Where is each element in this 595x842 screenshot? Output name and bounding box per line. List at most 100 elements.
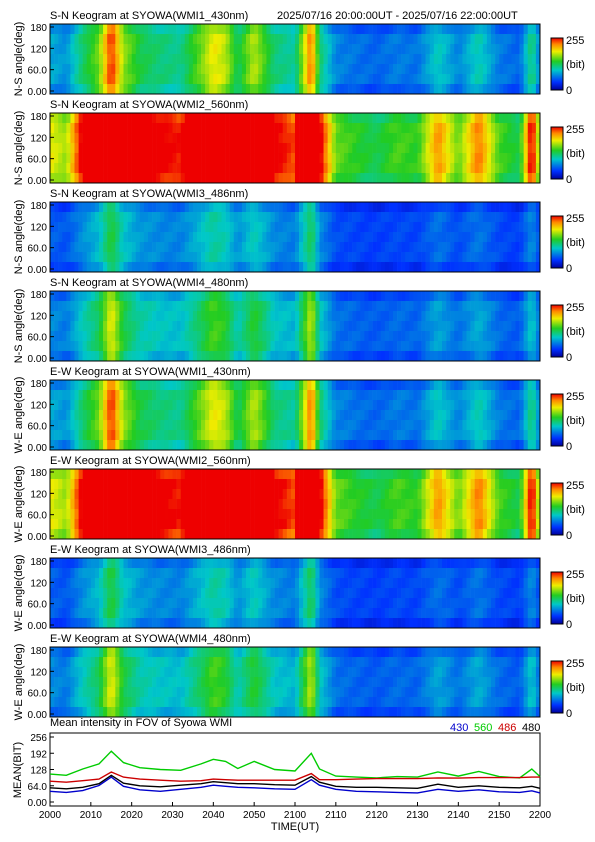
y-tick-label: 60.0 <box>28 333 48 344</box>
colorbar-max: 255 <box>566 480 584 492</box>
keogram-image <box>50 291 541 362</box>
mean-y-tick-label: 64.0 <box>28 782 48 793</box>
keogram-panel: S-N Keogram at SYOWA(WMI3_486nm) N-S angl… <box>13 188 585 276</box>
x-tick-label: 2110 <box>325 810 347 821</box>
series-line-480 <box>49 774 541 790</box>
y-tick-label: 0.00 <box>28 710 48 721</box>
panel-y-label: W-E angle(deg) <box>13 555 25 632</box>
x-tick-label: 2010 <box>80 810 103 821</box>
colorbar-unit: (bit) <box>566 59 585 71</box>
y-tick-label: 180 <box>30 201 47 212</box>
y-tick-label: 180 <box>30 646 47 657</box>
colorbar-unit: (bit) <box>566 682 585 694</box>
colorbar: 255 (bit) 0 <box>550 213 585 275</box>
panel-frame <box>49 646 541 718</box>
y-tick-label: 0.00 <box>28 354 48 365</box>
colorbar-unit: (bit) <box>566 593 585 605</box>
y-tick-label: 120 <box>30 133 47 144</box>
y-tick-label: 60.0 <box>28 600 48 611</box>
colorbar-max: 255 <box>566 213 584 225</box>
x-tick-label: 2100 <box>284 810 307 821</box>
panel-frame <box>49 379 541 451</box>
colorbar-max: 255 <box>566 35 584 47</box>
colorbar: 255 (bit) 0 <box>550 480 585 542</box>
mean-y-tick-label: 192 <box>30 749 47 760</box>
x-tick-label: 2050 <box>243 810 266 821</box>
colorbar: 255 (bit) 0 <box>550 658 585 720</box>
y-tick-label: 180 <box>30 23 47 34</box>
x-tick-label: 2130 <box>406 810 429 821</box>
colorbar-scale <box>550 126 564 180</box>
colorbar-max: 255 <box>566 569 584 581</box>
keogram-panel: S-N Keogram at SYOWA(WMI1_430nm) N-S angl… <box>13 10 585 98</box>
panel-frame <box>49 557 541 629</box>
y-tick-label: 60.0 <box>28 66 48 77</box>
colorbar: 255 (bit) 0 <box>550 124 585 186</box>
colorbar-min: 0 <box>566 530 572 542</box>
colorbar-unit: (bit) <box>566 148 585 160</box>
y-tick-label: 60.0 <box>28 155 48 166</box>
panel-y-label: W-E angle(deg) <box>13 377 25 454</box>
x-axis-label: TIME(UT) <box>271 821 319 833</box>
colorbar-min: 0 <box>566 619 572 631</box>
colorbar-scale <box>550 482 564 536</box>
legend-560: 560 <box>474 722 492 734</box>
colorbar-scale <box>550 393 564 447</box>
y-tick-label: 120 <box>30 578 47 589</box>
y-tick-label: 0.00 <box>28 176 48 187</box>
x-tick-label: 2000 <box>39 810 62 821</box>
legend: 430 560 486 480 <box>450 722 540 734</box>
keogram-image <box>50 380 541 451</box>
x-tick-label: 2150 <box>488 810 511 821</box>
keogram-panel: E-W Keogram at SYOWA(WMI4_480nm) W-E angl… <box>13 633 585 721</box>
panel-y-label: N-S angle(deg) <box>13 200 25 275</box>
y-tick-label: 60.0 <box>28 511 48 522</box>
colorbar-unit: (bit) <box>566 504 585 516</box>
mean-y-tick-label: 0.00 <box>28 798 48 809</box>
colorbar-scale <box>550 304 564 358</box>
keogram-image <box>50 202 541 273</box>
colorbar-unit: (bit) <box>566 415 585 427</box>
keogram-image <box>50 113 541 184</box>
panel-y-label: N-S angle(deg) <box>13 289 25 364</box>
x-tick-label: 2200 <box>529 810 552 821</box>
colorbar-min: 0 <box>566 352 572 364</box>
y-tick-label: 0.00 <box>28 443 48 454</box>
keogram-panel: S-N Keogram at SYOWA(WMI2_560nm) N-S angl… <box>13 99 585 187</box>
series-line-486 <box>49 771 540 783</box>
colorbar-max: 255 <box>566 302 584 314</box>
colorbar-max: 255 <box>566 124 584 136</box>
panel-title: E-W Keogram at SYOWA(WMI1_430nm) <box>50 366 251 378</box>
colorbar-scale <box>550 660 564 714</box>
y-tick-label: 60.0 <box>28 689 48 700</box>
y-tick-label: 120 <box>30 44 47 55</box>
keogram-image <box>50 24 541 95</box>
keogram-panels: S-N Keogram at SYOWA(WMI1_430nm) N-S angl… <box>13 10 585 721</box>
colorbar: 255 (bit) 0 <box>550 35 585 97</box>
colorbar-unit: (bit) <box>566 326 585 338</box>
y-tick-label: 180 <box>30 379 47 390</box>
colorbar-max: 255 <box>566 391 584 403</box>
keogram-panel: E-W Keogram at SYOWA(WMI1_430nm) W-E angl… <box>13 366 585 454</box>
colorbar: 255 (bit) 0 <box>550 391 585 453</box>
mean-y-tick-label: 128 <box>30 766 47 777</box>
panel-frame <box>49 201 541 273</box>
colorbar-scale <box>550 571 564 625</box>
x-tick-label: 2140 <box>447 810 470 821</box>
x-tick-label: 2040 <box>202 810 225 821</box>
y-tick-label: 120 <box>30 400 47 411</box>
keogram-panel: S-N Keogram at SYOWA(WMI4_480nm) N-S angl… <box>13 277 585 365</box>
keogram-image <box>50 647 541 718</box>
keogram-panel: E-W Keogram at SYOWA(WMI2_560nm) W-E angl… <box>13 455 585 543</box>
y-tick-label: 180 <box>30 468 47 479</box>
y-tick-label: 0.00 <box>28 532 48 543</box>
mean-plot-title: Mean intensity in FOV of Syowa WMI <box>50 717 232 729</box>
mean-plot-frame <box>49 732 541 807</box>
colorbar: 255 (bit) 0 <box>550 302 585 364</box>
x-tick-label: 2020 <box>121 810 144 821</box>
legend-480: 480 <box>522 722 540 734</box>
colorbar-min: 0 <box>566 708 572 720</box>
panel-title: S-N Keogram at SYOWA(WMI4_480nm) <box>50 277 248 289</box>
panel-title: E-W Keogram at SYOWA(WMI2_560nm) <box>50 455 251 467</box>
y-tick-label: 0.00 <box>28 621 48 632</box>
